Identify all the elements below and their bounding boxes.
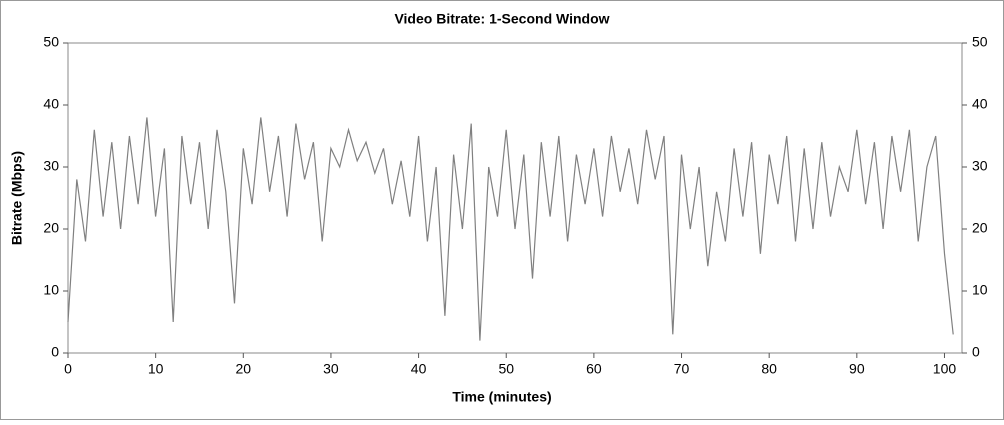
x-tick-label: 90 (849, 361, 865, 377)
x-tick-label: 50 (498, 361, 514, 377)
y2-tick-label: 10 (972, 282, 988, 298)
bitrate-line (67, 117, 954, 341)
x-tick-label: 80 (761, 361, 777, 377)
y2-tick-label: 0 (972, 344, 980, 360)
y-tick-label: 30 (43, 158, 59, 174)
x-tick-label: 70 (674, 361, 690, 377)
x-tick-label: 60 (586, 361, 602, 377)
y2-tick-label: 30 (972, 158, 988, 174)
x-tick-label: 10 (148, 361, 164, 377)
plot-area (67, 42, 963, 354)
y2-tick-label: 40 (972, 96, 988, 112)
x-tick-label: 30 (323, 361, 339, 377)
x-tick-label: 40 (411, 361, 427, 377)
x-tick-label: 0 (64, 361, 72, 377)
chart-title: Video Bitrate: 1-Second Window (394, 11, 609, 27)
y-tick-label: 10 (43, 282, 59, 298)
y-axis-label: Bitrate (Mbps) (9, 151, 25, 245)
y-tick-label: 0 (51, 344, 59, 360)
y2-tick-label: 20 (972, 220, 988, 236)
x-axis-label: Time (minutes) (452, 389, 551, 405)
x-tick-label: 20 (236, 361, 252, 377)
y2-tick-label: 50 (972, 34, 988, 50)
x-tick-label: 100 (933, 361, 957, 377)
y-tick-label: 50 (43, 34, 59, 50)
y-tick-label: 20 (43, 220, 59, 236)
y-tick-label: 40 (43, 96, 59, 112)
